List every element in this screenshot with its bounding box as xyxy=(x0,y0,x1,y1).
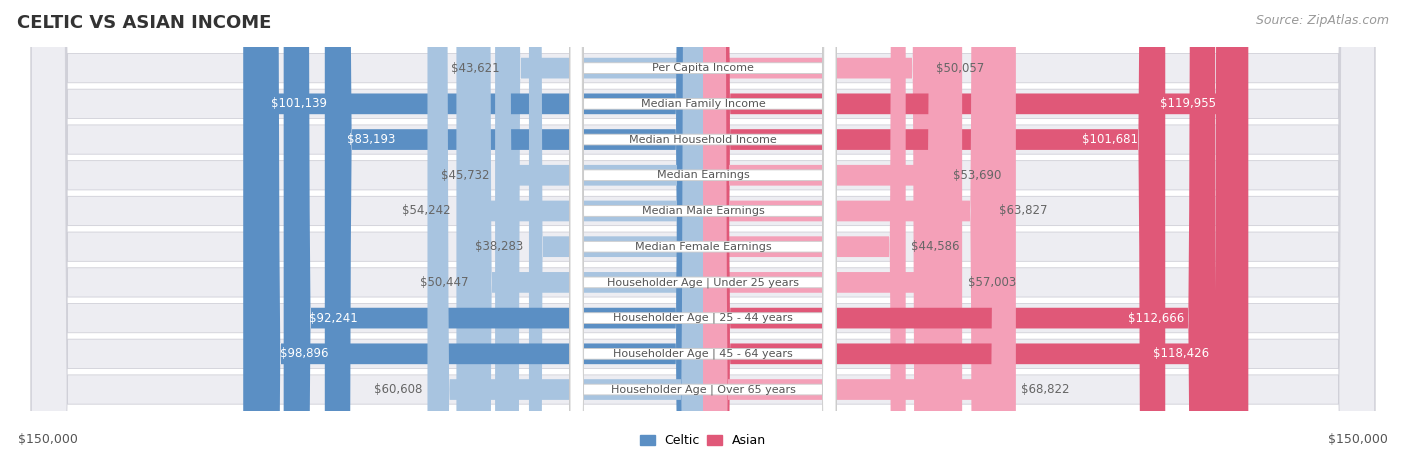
Text: $112,666: $112,666 xyxy=(1128,311,1184,325)
Text: $44,586: $44,586 xyxy=(911,240,960,253)
FancyBboxPatch shape xyxy=(529,0,703,467)
FancyBboxPatch shape xyxy=(325,0,703,467)
Text: Median Female Earnings: Median Female Earnings xyxy=(634,242,772,252)
Text: $63,827: $63,827 xyxy=(998,205,1047,218)
FancyBboxPatch shape xyxy=(31,0,1375,467)
FancyBboxPatch shape xyxy=(284,0,703,467)
Text: CELTIC VS ASIAN INCOME: CELTIC VS ASIAN INCOME xyxy=(17,14,271,32)
FancyBboxPatch shape xyxy=(31,0,1375,467)
FancyBboxPatch shape xyxy=(457,0,703,467)
FancyBboxPatch shape xyxy=(703,0,1166,467)
FancyBboxPatch shape xyxy=(474,0,703,467)
Text: $50,057: $50,057 xyxy=(936,62,984,75)
Text: Median Family Income: Median Family Income xyxy=(641,99,765,109)
FancyBboxPatch shape xyxy=(703,0,1249,467)
FancyBboxPatch shape xyxy=(427,0,703,467)
FancyBboxPatch shape xyxy=(703,0,993,467)
FancyBboxPatch shape xyxy=(703,0,948,467)
FancyBboxPatch shape xyxy=(569,0,837,467)
Text: $92,241: $92,241 xyxy=(309,311,357,325)
FancyBboxPatch shape xyxy=(569,0,837,467)
FancyBboxPatch shape xyxy=(31,0,1375,467)
FancyBboxPatch shape xyxy=(703,0,1017,467)
Text: $57,003: $57,003 xyxy=(967,276,1017,289)
Text: $119,955: $119,955 xyxy=(1160,97,1216,110)
Text: Median Earnings: Median Earnings xyxy=(657,170,749,180)
FancyBboxPatch shape xyxy=(31,0,1375,467)
Legend: Celtic, Asian: Celtic, Asian xyxy=(634,429,772,452)
FancyBboxPatch shape xyxy=(569,0,837,467)
FancyBboxPatch shape xyxy=(569,0,837,467)
Text: Householder Age | Under 25 years: Householder Age | Under 25 years xyxy=(607,277,799,288)
Text: Per Capita Income: Per Capita Income xyxy=(652,63,754,73)
Text: Median Household Income: Median Household Income xyxy=(628,134,778,145)
Text: $118,426: $118,426 xyxy=(1153,347,1209,361)
Text: $60,608: $60,608 xyxy=(374,383,422,396)
FancyBboxPatch shape xyxy=(569,0,837,467)
FancyBboxPatch shape xyxy=(505,0,703,467)
Text: $101,681: $101,681 xyxy=(1081,133,1137,146)
FancyBboxPatch shape xyxy=(31,0,1375,467)
FancyBboxPatch shape xyxy=(31,0,1375,467)
Text: $53,690: $53,690 xyxy=(952,169,1001,182)
FancyBboxPatch shape xyxy=(31,0,1375,467)
FancyBboxPatch shape xyxy=(569,0,837,467)
FancyBboxPatch shape xyxy=(569,0,837,467)
Text: $54,242: $54,242 xyxy=(402,205,451,218)
FancyBboxPatch shape xyxy=(703,0,931,467)
Text: $38,283: $38,283 xyxy=(475,240,523,253)
Text: $98,896: $98,896 xyxy=(280,347,329,361)
FancyBboxPatch shape xyxy=(495,0,703,467)
Text: Source: ZipAtlas.com: Source: ZipAtlas.com xyxy=(1256,14,1389,27)
Text: $150,000: $150,000 xyxy=(1327,433,1388,446)
Text: Householder Age | 25 - 44 years: Householder Age | 25 - 44 years xyxy=(613,313,793,323)
FancyBboxPatch shape xyxy=(703,0,905,467)
FancyBboxPatch shape xyxy=(703,0,962,467)
FancyBboxPatch shape xyxy=(703,0,1215,467)
Text: $45,732: $45,732 xyxy=(441,169,489,182)
FancyBboxPatch shape xyxy=(569,0,837,467)
Text: $43,621: $43,621 xyxy=(450,62,499,75)
Text: Median Male Earnings: Median Male Earnings xyxy=(641,206,765,216)
Text: Householder Age | 45 - 64 years: Householder Age | 45 - 64 years xyxy=(613,348,793,359)
FancyBboxPatch shape xyxy=(31,0,1375,467)
Text: Householder Age | Over 65 years: Householder Age | Over 65 years xyxy=(610,384,796,395)
Text: $101,139: $101,139 xyxy=(271,97,326,110)
Text: $68,822: $68,822 xyxy=(1021,383,1070,396)
Text: $150,000: $150,000 xyxy=(18,433,79,446)
FancyBboxPatch shape xyxy=(569,0,837,467)
FancyBboxPatch shape xyxy=(569,0,837,467)
FancyBboxPatch shape xyxy=(31,0,1375,467)
Text: $83,193: $83,193 xyxy=(347,133,396,146)
Text: $50,447: $50,447 xyxy=(420,276,468,289)
FancyBboxPatch shape xyxy=(31,0,1375,467)
FancyBboxPatch shape xyxy=(253,0,703,467)
FancyBboxPatch shape xyxy=(703,0,1241,467)
FancyBboxPatch shape xyxy=(243,0,703,467)
